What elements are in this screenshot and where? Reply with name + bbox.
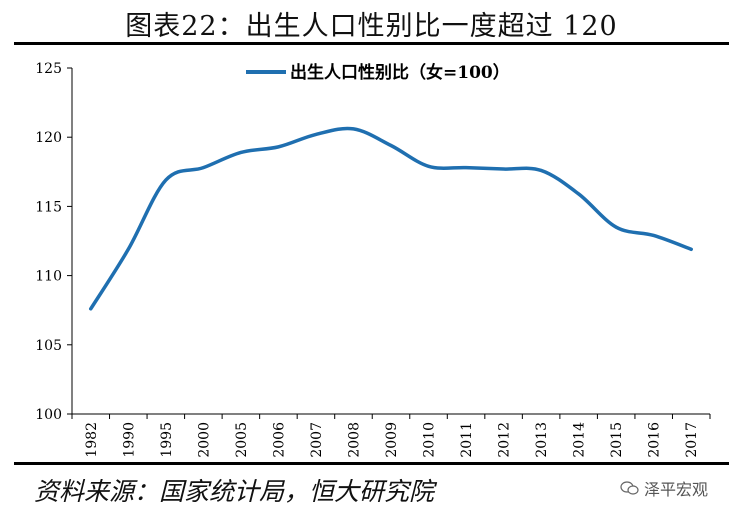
watermark: 泽平宏观 xyxy=(620,476,708,500)
y-tick-label: 105 xyxy=(35,338,62,354)
page-title: 图表22：出生人口性别比一度超过 120 xyxy=(125,11,618,42)
x-tick-label: 2012 xyxy=(497,422,513,458)
x-tick-label: 2010 xyxy=(422,422,438,458)
x-tick-label: 2007 xyxy=(309,422,325,458)
x-tick-label: 2008 xyxy=(346,422,362,458)
series-line xyxy=(89,126,693,311)
title-divider xyxy=(14,42,729,45)
legend-label: 出生人口性别比（女=100） xyxy=(290,62,510,83)
y-tick-label: 100 xyxy=(35,407,62,423)
watermark-label: 泽平宏观 xyxy=(644,480,709,499)
source-note: 资料来源：国家统计局，恒大研究院 xyxy=(34,477,435,506)
x-tick-label: 2017 xyxy=(684,422,700,458)
x-tick-label: 1995 xyxy=(159,422,175,458)
y-tick-label: 120 xyxy=(35,130,62,146)
y-axis: 100 105 110 115 120 125 xyxy=(35,61,73,423)
x-tick-label: 2006 xyxy=(271,422,287,458)
x-tick-label: 2016 xyxy=(647,422,663,458)
series-layer xyxy=(89,126,693,311)
y-tick-label: 125 xyxy=(35,61,62,77)
x-tick-label: 2013 xyxy=(534,422,550,458)
x-axis: 1982 1990 1995 2000 2005 2006 2007 2008 2009 2010… xyxy=(71,413,711,458)
x-tick-label: 2009 xyxy=(384,422,400,458)
x-tick-label: 1990 xyxy=(121,422,137,458)
y-tick-label: 115 xyxy=(35,199,62,215)
x-tick-label: 2015 xyxy=(609,422,625,458)
legend: 出生人口性别比（女=100） xyxy=(246,62,510,83)
x-tick-label: 2005 xyxy=(234,422,250,458)
x-tick-label: 1982 xyxy=(84,422,100,458)
y-tick-label: 110 xyxy=(35,269,62,285)
x-tick-label: 2000 xyxy=(196,422,212,458)
x-tick-label: 2011 xyxy=(459,422,475,458)
footer-divider xyxy=(14,462,729,465)
x-tick-label: 2014 xyxy=(572,422,588,458)
wechat-icon xyxy=(620,481,639,495)
